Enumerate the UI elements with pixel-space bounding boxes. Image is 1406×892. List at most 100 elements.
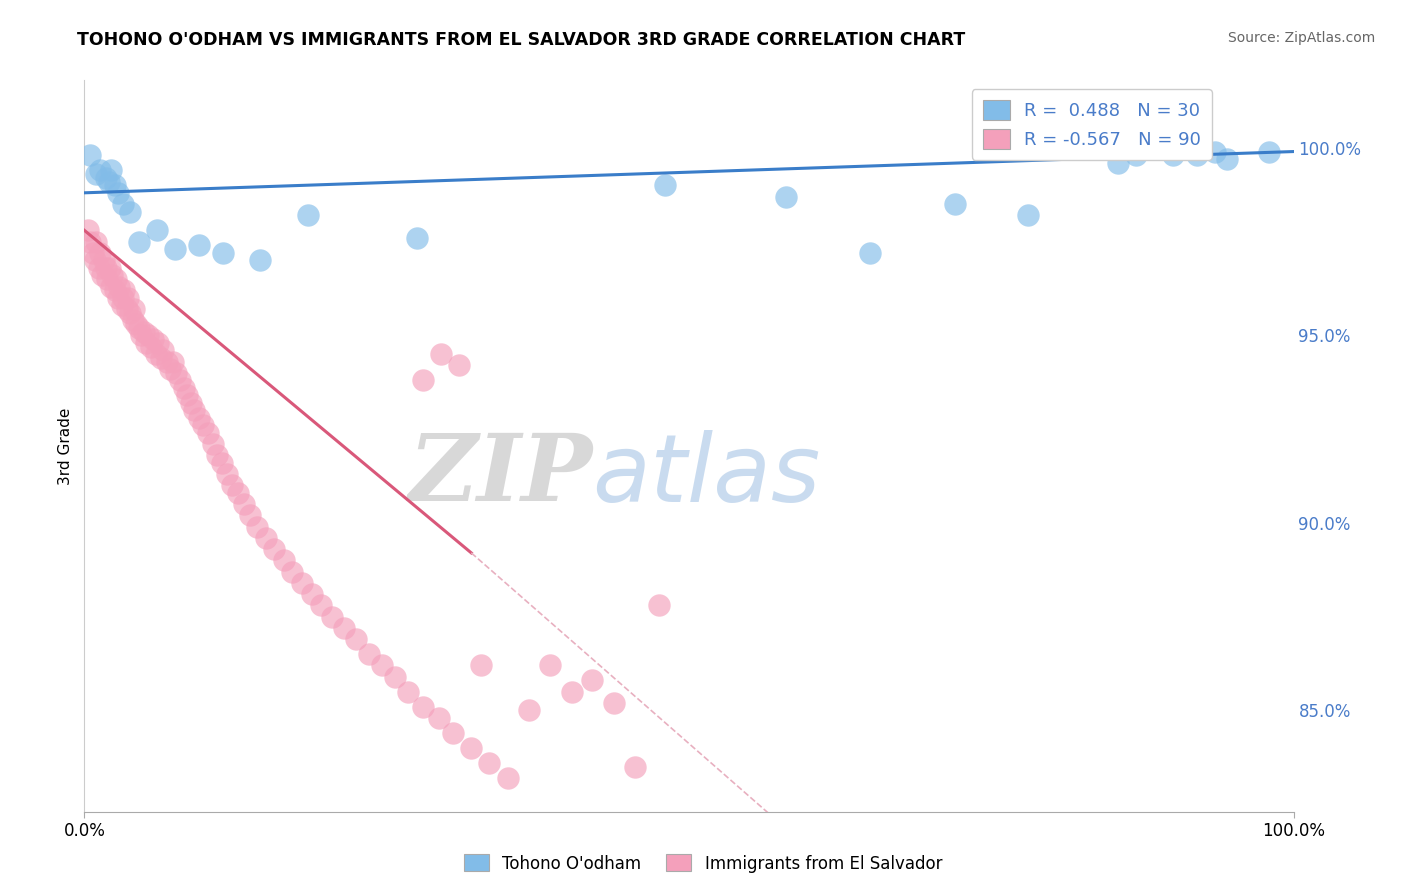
- Point: [183, 403, 205, 417]
- Point: [115, 302, 138, 317]
- Point: [89, 163, 111, 178]
- Point: [89, 245, 111, 260]
- Point: [215, 467, 238, 482]
- Point: [79, 235, 101, 249]
- Point: [623, 760, 645, 774]
- Point: [155, 354, 177, 368]
- Point: [197, 425, 219, 440]
- Point: [207, 449, 229, 463]
- Point: [396, 684, 419, 698]
- Point: [648, 599, 671, 613]
- Point: [321, 609, 343, 624]
- Point: [94, 170, 117, 185]
- Point: [254, 531, 277, 545]
- Point: [427, 711, 450, 725]
- Point: [859, 245, 882, 260]
- Point: [96, 272, 118, 286]
- Point: [1125, 148, 1147, 162]
- Point: [117, 291, 139, 305]
- Point: [1017, 208, 1039, 222]
- Point: [654, 178, 676, 193]
- Point: [371, 658, 394, 673]
- Point: [79, 148, 101, 162]
- Text: TOHONO O'ODHAM VS IMMIGRANTS FROM EL SALVADOR 3RD GRADE CORRELATION CHART: TOHONO O'ODHAM VS IMMIGRANTS FROM EL SAL…: [77, 31, 966, 49]
- Point: [128, 235, 150, 249]
- Point: [188, 238, 211, 252]
- Point: [538, 658, 561, 673]
- Point: [357, 647, 380, 661]
- Point: [1204, 145, 1226, 159]
- Point: [191, 418, 214, 433]
- Point: [412, 373, 434, 387]
- Point: [100, 163, 122, 178]
- Point: [162, 354, 184, 368]
- Point: [138, 328, 160, 343]
- Point: [346, 632, 368, 647]
- Point: [139, 340, 162, 354]
- Point: [412, 699, 434, 714]
- Point: [1185, 148, 1208, 162]
- Point: [87, 260, 110, 275]
- Point: [311, 599, 333, 613]
- Point: [273, 553, 295, 567]
- Point: [176, 388, 198, 402]
- Point: [112, 291, 135, 305]
- Point: [517, 703, 540, 717]
- Point: [120, 306, 142, 320]
- Point: [135, 335, 157, 350]
- Point: [108, 279, 131, 293]
- Point: [188, 410, 211, 425]
- Point: [449, 359, 471, 373]
- Legend: Tohono O'odham, Immigrants from El Salvador: Tohono O'odham, Immigrants from El Salva…: [457, 847, 949, 880]
- Point: [122, 302, 145, 317]
- Point: [180, 396, 202, 410]
- Point: [169, 373, 191, 387]
- Point: [112, 283, 135, 297]
- Point: [775, 189, 797, 203]
- Point: [146, 223, 169, 237]
- Point: [384, 670, 406, 684]
- Point: [173, 381, 195, 395]
- Point: [86, 235, 108, 249]
- Point: [441, 726, 464, 740]
- Point: [221, 478, 243, 492]
- Point: [212, 245, 235, 260]
- Point: [943, 197, 966, 211]
- Point: [1161, 148, 1184, 162]
- Point: [107, 186, 129, 200]
- Point: [129, 328, 152, 343]
- Point: [263, 542, 285, 557]
- Point: [111, 298, 134, 312]
- Point: [291, 575, 314, 590]
- Point: [145, 347, 167, 361]
- Point: [603, 696, 626, 710]
- Point: [233, 497, 256, 511]
- Point: [146, 335, 169, 350]
- Point: [104, 283, 127, 297]
- Point: [121, 313, 143, 327]
- Point: [430, 347, 453, 361]
- Point: [249, 253, 271, 268]
- Point: [239, 508, 262, 523]
- Point: [120, 204, 142, 219]
- Point: [581, 673, 603, 688]
- Point: [165, 366, 187, 380]
- Point: [149, 351, 172, 365]
- Point: [94, 260, 117, 275]
- Point: [128, 321, 150, 335]
- Point: [211, 456, 233, 470]
- Point: [201, 437, 224, 451]
- Point: [107, 291, 129, 305]
- Point: [104, 272, 127, 286]
- Point: [132, 325, 155, 339]
- Point: [301, 587, 323, 601]
- Point: [297, 208, 319, 222]
- Point: [1258, 145, 1281, 159]
- Point: [246, 519, 269, 533]
- Y-axis label: 3rd Grade: 3rd Grade: [58, 408, 73, 484]
- Text: atlas: atlas: [592, 430, 821, 521]
- Point: [82, 245, 104, 260]
- Point: [125, 317, 148, 331]
- Point: [226, 486, 249, 500]
- Point: [142, 332, 165, 346]
